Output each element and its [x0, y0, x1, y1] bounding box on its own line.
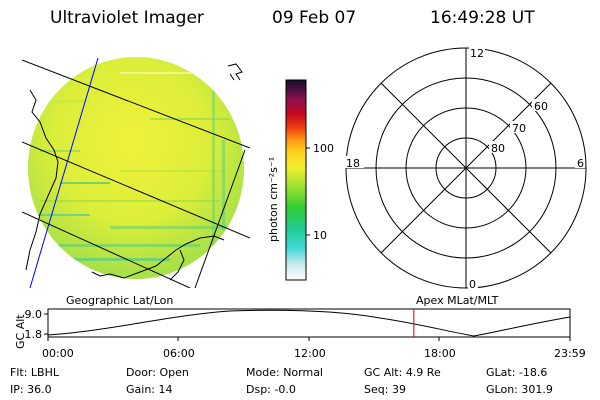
info-door-value: Open [159, 366, 189, 379]
info-gain-label: Gain: [126, 383, 155, 396]
colorbar: 100 10 photon cm⁻²s⁻¹ [267, 79, 334, 281]
lat-label-80: 80 [491, 142, 505, 155]
meridian-line [29, 57, 99, 288]
orbit-xtick-2: 12:00 [294, 347, 326, 360]
mlt-label-18: 18 [346, 157, 360, 170]
info-gcalt: GC Alt: 4.9 Re [364, 366, 441, 379]
colorbar-tick-100: 100 [313, 142, 334, 155]
info-mode-label: Mode: [246, 366, 280, 379]
info-gcalt-label: GC Alt: [364, 366, 403, 379]
info-mode: Mode: Normal [246, 366, 323, 379]
header-date: 09 Feb 07 [272, 8, 357, 28]
colorbar-label: photon cm⁻²s⁻¹ [267, 157, 280, 242]
info-dsp-label: Dsp: [246, 383, 271, 396]
orbit-xtick-0: 00:00 [42, 347, 74, 360]
orbit-xtick-3: 18:00 [424, 347, 456, 360]
info-glat-label: GLat: [486, 366, 516, 379]
polar-plot [345, 47, 587, 289]
colorbar-scale [285, 79, 307, 281]
info-glat: GLat: -18.6 [486, 366, 547, 379]
info-glon-value: 301.9 [521, 383, 553, 396]
polar-labels: 12 18 6 0 60 70 80 Apex MLat/MLT [344, 46, 585, 307]
info-dsp: Dsp: -0.0 [246, 383, 296, 396]
info-dsp-value: -0.0 [274, 383, 296, 396]
lat-label-70: 70 [512, 122, 526, 135]
info-glat-value: -18.6 [518, 366, 548, 379]
disk-stripes [28, 60, 230, 261]
coastlines [25, 63, 243, 281]
info-gain: Gain: 14 [126, 383, 173, 396]
mlt-label-6: 6 [577, 157, 584, 170]
geo-grid [22, 59, 250, 288]
info-flt-value: LBHL [30, 366, 59, 379]
info-gcalt-value: 4.9 Re [405, 366, 441, 379]
info-mode-value: Normal [283, 366, 323, 379]
info-ip-value: 36.0 [27, 383, 52, 396]
mlt-label-0: 0 [469, 278, 476, 291]
info-seq: Seq: 39 [364, 383, 406, 396]
geographic-image-panel: Geographic Lat/Lon [22, 57, 250, 307]
info-seq-value: 39 [391, 383, 406, 396]
info-door-label: Door: [126, 366, 156, 379]
orbit-ylabel: GC Alt [14, 314, 27, 349]
info-gain-value: 14 [158, 383, 173, 396]
info-glon-label: GLon: [486, 383, 518, 396]
info-door: Door: Open [126, 366, 189, 379]
instrument-title: Ultraviolet Imager [50, 8, 204, 28]
altitude-curve [47, 309, 571, 337]
info-flt: Flt: LBHL [10, 366, 59, 379]
apex-caption: Apex MLat/MLT [416, 294, 499, 307]
orbit-plot: GC Alt 9.0 1.8 00:00 06:00 12:00 18:00 2… [14, 308, 586, 360]
orbit-ytick-max: 9.0 [25, 308, 43, 321]
info-ip-label: IP: [10, 383, 24, 396]
info-seq-label: Seq: [364, 383, 389, 396]
orbit-xtick-1: 06:00 [163, 347, 195, 360]
info-flt-label: Flt: [10, 366, 28, 379]
lat-label-60: 60 [534, 100, 548, 113]
geographic-caption: Geographic Lat/Lon [66, 294, 173, 307]
colorbar-tick-10: 10 [313, 229, 327, 242]
orbit-ytick-min: 1.8 [25, 328, 43, 341]
info-ip: IP: 36.0 [10, 383, 52, 396]
info-glon: GLon: 301.9 [486, 383, 553, 396]
orbit-xtick-4: 23:59 [554, 347, 586, 360]
mlt-label-12: 12 [470, 47, 484, 60]
header-time: 16:49:28 UT [430, 8, 535, 28]
